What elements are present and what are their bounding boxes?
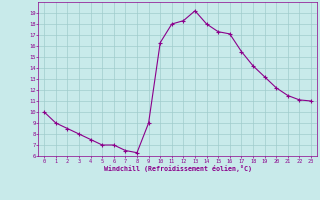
X-axis label: Windchill (Refroidissement éolien,°C): Windchill (Refroidissement éolien,°C)	[104, 165, 252, 172]
